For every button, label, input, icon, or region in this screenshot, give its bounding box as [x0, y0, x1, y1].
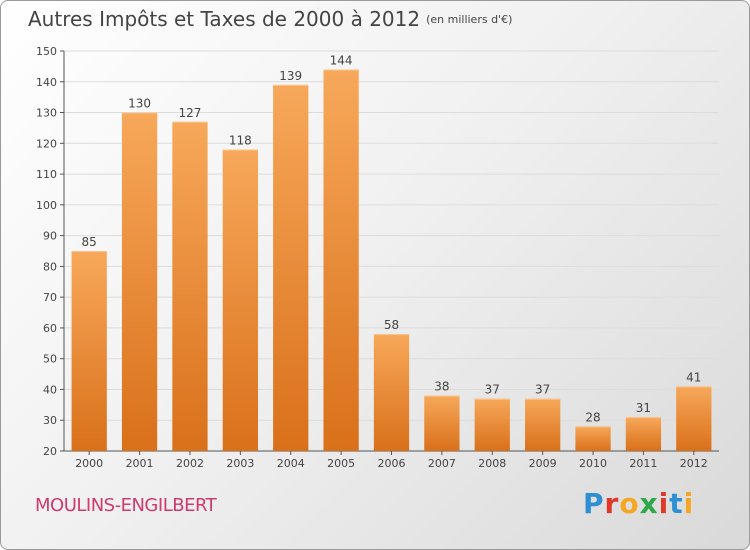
bars-layer	[71, 69, 712, 452]
bar-value-label: 127	[179, 106, 202, 120]
x-tick-label: 2001	[126, 457, 154, 470]
bar	[323, 69, 359, 451]
y-tick-label: 20	[43, 445, 57, 458]
x-tick-label: 2007	[428, 457, 456, 470]
y-tick-label: 140	[36, 76, 57, 89]
bar	[71, 251, 107, 451]
brand-letter: t	[669, 487, 684, 520]
bar	[625, 417, 662, 451]
x-tick-label: 2004	[277, 457, 305, 470]
bar-value-label: 31	[636, 401, 651, 415]
labels-layer: 20 30 40 50 60 70 80 90 100 110 120 130 140 150 85 2000…	[36, 45, 708, 470]
y-tick-label: 90	[43, 230, 57, 243]
bar-value-label: 28	[585, 410, 600, 424]
x-tick-label: 2010	[579, 457, 607, 470]
y-tick-label: 130	[36, 107, 57, 120]
y-tick-label: 100	[36, 199, 57, 212]
bar	[222, 149, 258, 451]
brand-logo: Proxiti	[583, 487, 694, 520]
x-tick-label: 2012	[680, 457, 708, 470]
bar-value-label: 118	[229, 133, 252, 147]
brand-letter: r	[604, 487, 620, 520]
x-tick-label: 2011	[629, 457, 657, 470]
y-tick-label: 60	[43, 322, 57, 335]
y-tick-label: 30	[43, 414, 57, 427]
bar	[424, 395, 460, 451]
bar	[676, 386, 712, 451]
bar-value-label: 144	[330, 53, 353, 67]
bar	[575, 426, 611, 451]
brand-letter: x	[639, 487, 659, 520]
brand-letter: o	[619, 487, 640, 520]
brand-letter: P	[583, 487, 605, 520]
y-tick-label: 110	[36, 168, 57, 181]
y-tick-label: 70	[43, 291, 57, 304]
bar	[273, 84, 309, 451]
y-tick-label: 120	[36, 137, 57, 150]
x-tick-label: 2000	[75, 457, 103, 470]
x-tick-label: 2006	[378, 457, 406, 470]
y-tick-label: 80	[43, 260, 57, 273]
brand-letter: i	[658, 487, 670, 520]
y-tick-label: 150	[36, 45, 57, 58]
bar-value-label: 37	[535, 383, 550, 397]
bar-value-label: 41	[686, 370, 701, 384]
x-tick-label: 2009	[529, 457, 557, 470]
bar	[373, 334, 410, 451]
bar	[474, 398, 510, 451]
x-tick-label: 2003	[226, 457, 254, 470]
x-tick-label: 2005	[327, 457, 355, 470]
bar-value-label: 85	[82, 235, 97, 249]
chart-subtitle: (en milliers d'€)	[426, 13, 513, 26]
bar-value-label: 139	[279, 69, 302, 83]
bar-value-label: 58	[384, 318, 399, 332]
bar-value-label: 37	[485, 383, 500, 397]
bar-value-label: 130	[128, 97, 151, 111]
bar	[121, 112, 158, 452]
y-tick-label: 50	[43, 353, 57, 366]
brand-letter: i	[683, 487, 695, 520]
place-name: MOULINS-ENGILBERT	[35, 495, 217, 516]
bar-value-label: 38	[434, 380, 449, 394]
bar	[525, 398, 561, 451]
chart-title-text: Autres Impôts et Taxes de 2000 à 2012	[28, 7, 421, 31]
x-tick-label: 2002	[176, 457, 204, 470]
x-tick-label: 2008	[478, 457, 506, 470]
y-tick-label: 40	[43, 383, 57, 396]
chart-title: Autres Impôts et Taxes de 2000 à 2012 (en…	[28, 7, 512, 31]
bar	[172, 121, 208, 452]
